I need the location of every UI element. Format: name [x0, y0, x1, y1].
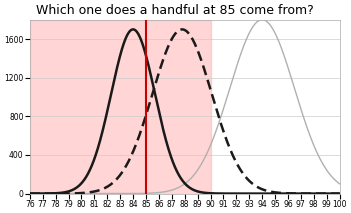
Bar [30, 20, 211, 194]
Text: Which one does a handful at 85 come from?: Which one does a handful at 85 come from… [36, 4, 314, 17]
